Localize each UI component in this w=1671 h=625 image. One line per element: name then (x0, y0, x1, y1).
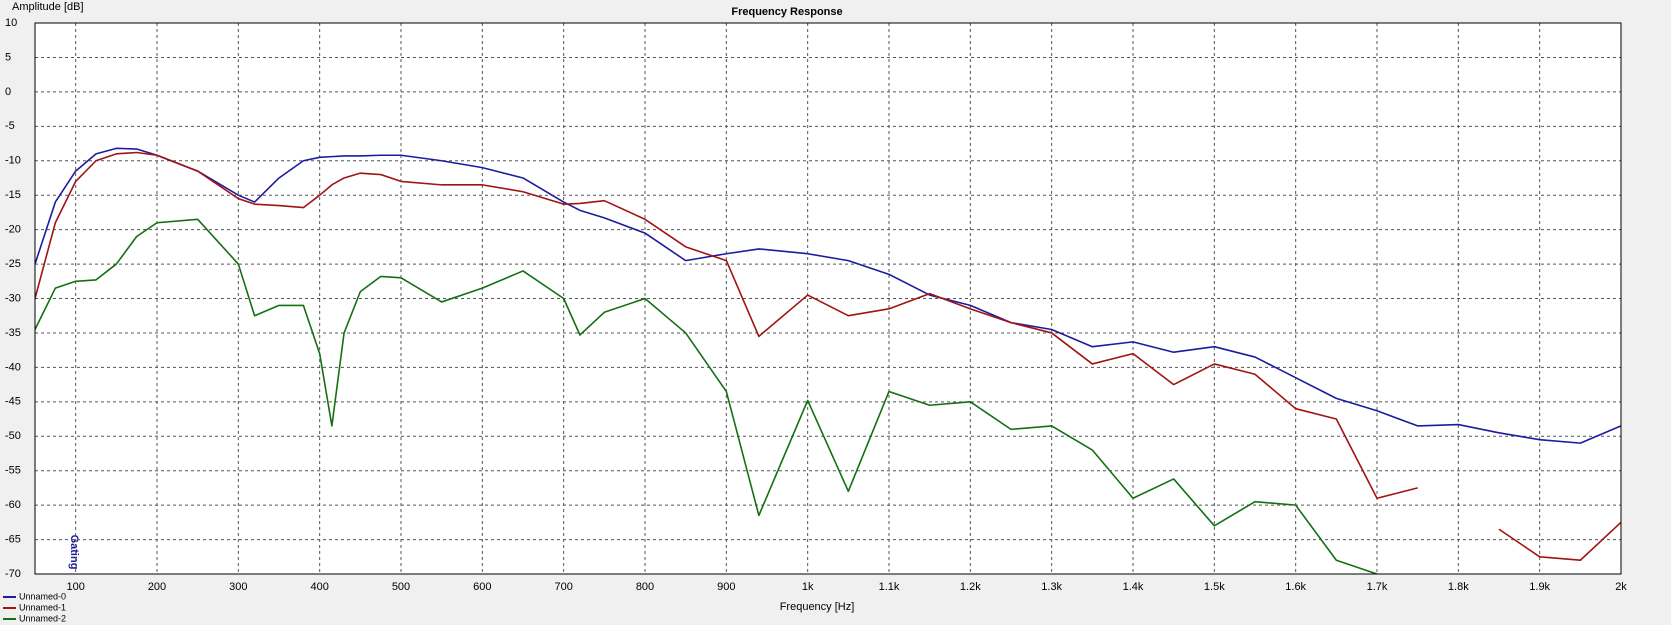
y-tick-label: -25 (5, 258, 21, 270)
y-tick-label: -15 (5, 189, 21, 201)
y-tick-label: -20 (5, 224, 21, 236)
plot-lines (35, 147, 1621, 574)
series-line (35, 151, 1621, 562)
y-tick-label: -45 (5, 396, 21, 408)
y-tick-label: -60 (5, 499, 21, 511)
y-tick-label: 10 (5, 17, 17, 29)
y-tick-label: -10 (5, 155, 21, 167)
legend-label: Unnamed-2 (19, 613, 66, 623)
x-tick-label: 1.4k (1123, 581, 1144, 593)
legend-label: Unnamed-0 (19, 591, 66, 601)
x-tick-label: 500 (392, 581, 410, 593)
y-tick-label: -35 (5, 327, 21, 339)
x-tick-label: 1.8k (1448, 581, 1469, 593)
y-tick-label: -70 (5, 568, 21, 580)
x-tick-label: 100 (66, 581, 84, 593)
x-tick-label: 1.9k (1529, 581, 1550, 593)
x-tick-label: 1.3k (1041, 581, 1062, 593)
x-axis-label: Frequency [Hz] (780, 601, 855, 613)
y-tick-label: 0 (5, 86, 11, 98)
chart-title: Frequency Response (731, 6, 842, 18)
y-tick-label: -30 (5, 292, 21, 304)
x-tick-label: 2k (1615, 581, 1627, 593)
y-axis-label: Amplitude [dB] (12, 1, 84, 13)
x-tick-label: 1.6k (1285, 581, 1306, 593)
x-tick-label: 1.1k (879, 581, 900, 593)
x-tick-label: 600 (473, 581, 491, 593)
y-tick-label: -5 (5, 120, 15, 132)
y-tick-label: -50 (5, 430, 21, 442)
y-tick-label: -65 (5, 533, 21, 545)
gating-annotation: Gating (68, 535, 80, 570)
x-tick-label: 1.7k (1367, 581, 1388, 593)
x-tick-label: 1.5k (1204, 581, 1225, 593)
y-tick-label: 5 (5, 51, 11, 63)
legend-label: Unnamed-1 (19, 602, 66, 612)
x-tick-label: 700 (554, 581, 572, 593)
series-line (35, 147, 1621, 444)
x-tick-label: 200 (148, 581, 166, 593)
y-tick-label: -40 (5, 361, 21, 373)
x-tick-label: 1k (802, 581, 814, 593)
y-tick-label: -55 (5, 465, 21, 477)
x-tick-label: 300 (229, 581, 247, 593)
plot-border (34, 22, 1622, 575)
x-tick-label: 900 (717, 581, 735, 593)
x-tick-label: 800 (636, 581, 654, 593)
x-tick-label: 400 (310, 581, 328, 593)
x-tick-label: 1.2k (960, 581, 981, 593)
